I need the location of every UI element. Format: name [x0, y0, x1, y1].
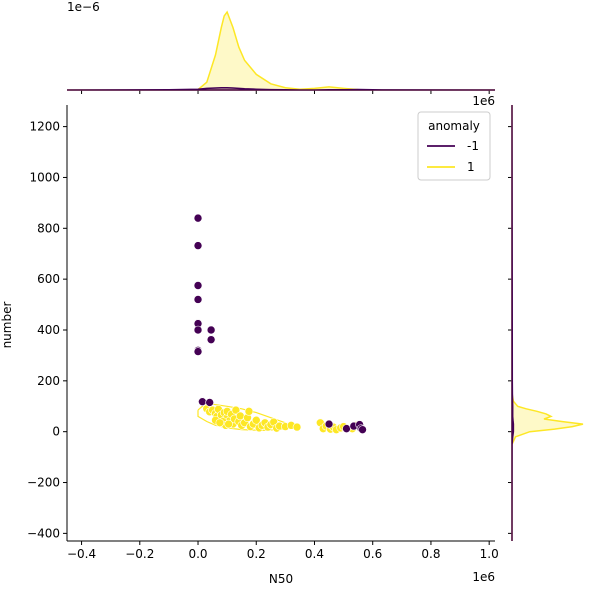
- scatter-point-anomaly: [193, 281, 203, 290]
- y-tick-label: 1200: [29, 120, 60, 134]
- scatter-point-anomaly: [193, 347, 203, 356]
- scatter-point-anomaly: [193, 213, 203, 223]
- scatter-point-anomaly: [324, 419, 334, 429]
- top-marginal-offset-label: 1e−6: [67, 0, 100, 14]
- legend: anomaly -1 1: [417, 111, 491, 181]
- right-marginal-plot: [508, 104, 584, 542]
- scatter-point-normal: [231, 405, 241, 415]
- scatter-point-normal: [292, 422, 302, 432]
- y-tick-label: 0: [52, 425, 60, 439]
- x-tick-label: −0.2: [125, 547, 154, 561]
- scatter-point-normal: [235, 411, 245, 421]
- y-tick-label: 600: [37, 272, 60, 286]
- scatter-point-anomaly: [206, 325, 216, 335]
- x-offset-label: 1e6: [472, 570, 495, 584]
- y-tick-label: −400: [27, 526, 60, 540]
- x-tick-label: 1.0: [480, 547, 499, 561]
- legend-title: anomaly: [428, 119, 480, 133]
- scatter-point-normal: [251, 415, 261, 425]
- right-density-anomaly: [511, 104, 515, 542]
- scatter-point-anomaly: [206, 335, 216, 344]
- scatter-point-normal: [215, 418, 225, 428]
- scatter-point-normal: [244, 407, 254, 416]
- y-tick-label: 800: [37, 221, 60, 235]
- x-tick-label: 0.6: [363, 547, 382, 561]
- x-tick-label: −0.4: [67, 547, 96, 561]
- y-tick-label: 200: [37, 374, 60, 388]
- scatter-point-anomaly: [193, 295, 203, 304]
- scatter-point-anomaly: [198, 397, 207, 406]
- x-tick-label: 0.2: [247, 547, 266, 561]
- scatter-point-anomaly: [193, 241, 203, 250]
- x-axis-label: N50: [269, 572, 293, 586]
- y-tick-label: 1000: [29, 170, 60, 184]
- y-tick-label: 400: [37, 323, 60, 337]
- top-density-normal: [67, 10, 495, 91]
- y-offset-label: 1e6: [472, 94, 495, 108]
- top-density-anomaly: [66, 86, 496, 91]
- y-axis-label: number: [0, 302, 14, 349]
- x-tick-label: 0.0: [188, 547, 207, 561]
- legend-label-neg1: -1: [467, 139, 479, 153]
- legend-label-1: 1: [467, 160, 475, 174]
- top-marginal-plot: [66, 10, 496, 94]
- x-tick-label: 0.4: [305, 547, 324, 561]
- scatter-point-anomaly: [193, 325, 203, 335]
- scatter-point-normal: [224, 419, 233, 429]
- x-tick-label: 0.8: [421, 547, 440, 561]
- scatter-point-anomaly: [358, 425, 367, 434]
- right-density-normal: [511, 105, 584, 541]
- y-tick-label: −200: [27, 476, 60, 490]
- scatter-point-anomaly: [205, 398, 214, 407]
- scatter-point-anomaly: [342, 424, 351, 433]
- main-scatter-plot: −0.4 −0.2 0.0 0.2 0.4 0.6 0.8 1.0 −400 −200 0 200 40…: [27, 105, 499, 561]
